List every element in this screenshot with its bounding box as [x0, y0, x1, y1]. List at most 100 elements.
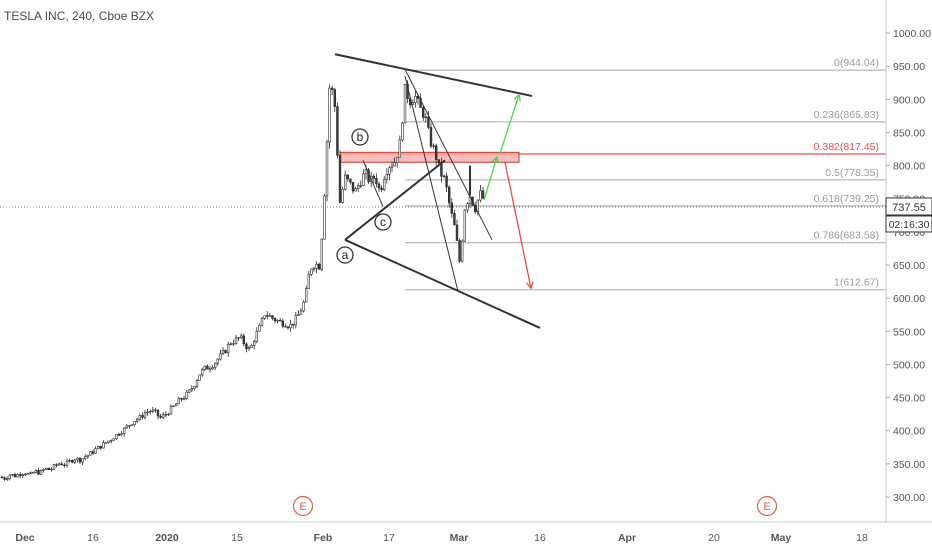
candle-body: [44, 467, 48, 470]
earnings-marker-circle: [756, 495, 778, 517]
candle-body: [260, 317, 264, 326]
candle-body: [65, 460, 69, 466]
candle-body: [211, 367, 214, 370]
wave-label-b[interactable]: b: [351, 128, 369, 146]
candle-body: [320, 238, 323, 270]
candle-body: [76, 457, 79, 461]
trendline-rising-line[interactable]: [344, 159, 446, 241]
candle-body: [286, 326, 290, 329]
candle-body: [388, 167, 391, 175]
candle-body: [182, 398, 186, 400]
arrow-up-1-shaft[interactable]: [483, 156, 498, 201]
x-tick-label: 16: [87, 532, 99, 544]
candle-body: [26, 473, 30, 475]
candle-body: [338, 154, 342, 203]
candle-body: [71, 460, 74, 463]
candle-body: [421, 107, 425, 118]
y-tick-label: 850.00: [893, 127, 925, 139]
candle-body: [310, 268, 313, 275]
candle-body: [78, 457, 82, 463]
candle-body: [162, 414, 165, 418]
candle-body: [50, 468, 53, 471]
y-tick-label: 450.00: [893, 393, 925, 405]
candle-body: [291, 323, 295, 326]
candle-body: [154, 409, 157, 412]
trendline-fall-line-2[interactable]: [404, 75, 459, 292]
candle-body: [458, 240, 461, 262]
candle-body: [333, 89, 336, 107]
candle-body: [120, 433, 123, 436]
trendline-wave-b-to-c[interactable]: [362, 160, 384, 207]
candle-body: [164, 414, 167, 416]
candle-body: [307, 274, 310, 289]
candle-body: [136, 418, 139, 422]
candle-body: [42, 469, 45, 471]
candle-body: [297, 314, 300, 317]
x-tick-label: 15: [231, 532, 243, 544]
candle-body: [442, 175, 446, 178]
candle-body: [195, 380, 199, 387]
candle-body: [323, 195, 326, 240]
candle-body: [102, 442, 105, 449]
candle-body: [375, 178, 378, 185]
candle-body: [466, 203, 469, 211]
countdown-tag: [885, 215, 932, 233]
y-tick-label: 350.00: [893, 459, 925, 471]
resistance-zone[interactable]: [339, 151, 520, 163]
candle-body: [159, 415, 162, 418]
y-tick-label: 800.00: [893, 161, 925, 173]
earnings-marker-circle: [292, 495, 314, 517]
trendline-upper-wedge[interactable]: [334, 53, 533, 97]
wave-label-text: c: [380, 215, 386, 229]
current-price-tag: [885, 197, 932, 216]
candle-body: [317, 263, 321, 270]
candle-body: [393, 162, 396, 167]
candle-body: [149, 411, 152, 413]
candle-body: [203, 365, 206, 370]
candle-body: [190, 388, 193, 391]
fib-level-label: 0.5(778.35): [825, 167, 879, 179]
x-tick-label: May: [771, 532, 792, 544]
candle-body: [112, 438, 116, 441]
candle-body: [143, 412, 147, 418]
trendline-fall-line-1[interactable]: [404, 69, 493, 241]
candle-body: [328, 87, 331, 143]
arrow-down-head: [525, 281, 534, 290]
candle-body: [221, 350, 225, 354]
trendline-lower-wedge[interactable]: [344, 238, 541, 329]
fib-level-label: 0.618(739.25): [814, 193, 879, 205]
candle-body: [11, 474, 14, 476]
candle-body: [382, 179, 386, 191]
fib-level-label: 0.382(817.45): [814, 141, 879, 153]
candle-body: [312, 267, 316, 270]
chart-title: TESLA INC, 240, Cboe BZX: [4, 9, 154, 23]
candle-body: [245, 343, 248, 350]
candle-body: [349, 178, 352, 183]
candle-body: [37, 469, 40, 475]
candle-body: [8, 474, 11, 479]
wave-label-c[interactable]: c: [374, 213, 392, 231]
candle-body: [97, 445, 100, 450]
candle-body: [180, 398, 183, 400]
y-tick-label: 600.00: [893, 293, 925, 305]
candle-body: [268, 315, 271, 317]
candle-body: [63, 464, 66, 466]
candle-body: [188, 389, 191, 393]
earnings-marker[interactable]: E: [756, 495, 778, 517]
candle-body: [29, 472, 32, 474]
candle-body: [255, 330, 258, 342]
y-tick-label: 900.00: [893, 94, 925, 106]
wave-label-a[interactable]: a: [336, 246, 354, 264]
candle-body: [169, 406, 173, 415]
candle-body: [447, 186, 451, 204]
arrow-up-2-shaft[interactable]: [499, 94, 520, 154]
candle-body: [151, 409, 154, 412]
candle-body: [336, 106, 339, 156]
x-tick-label: Mar: [450, 532, 469, 544]
candle-body: [3, 477, 6, 480]
candle-body: [123, 427, 126, 434]
earnings-marker[interactable]: E: [292, 495, 314, 517]
y-tick-label: 300.00: [893, 492, 925, 504]
arrow-down-shaft[interactable]: [504, 162, 532, 289]
